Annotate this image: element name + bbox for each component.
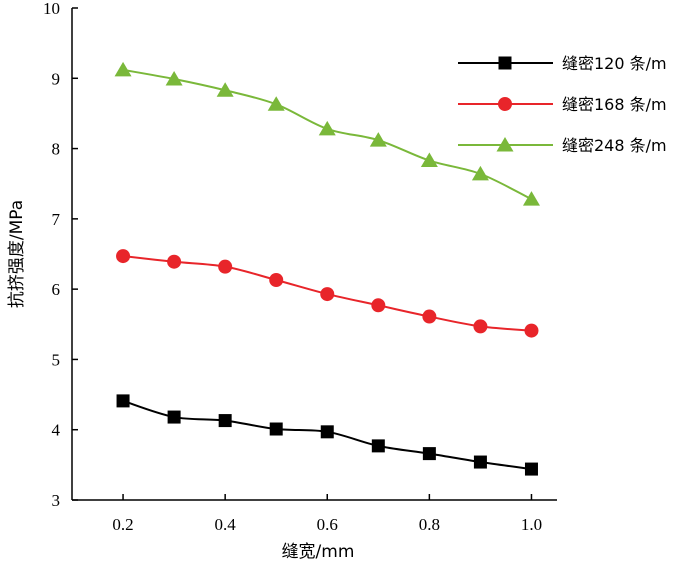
data-point-series-1 bbox=[218, 414, 232, 428]
legend-label-3: 缝密248 条/m bbox=[562, 136, 667, 155]
data-point-series-2 bbox=[422, 309, 437, 324]
y-tick-label: 9 bbox=[52, 69, 61, 88]
data-point-series-2 bbox=[218, 259, 233, 274]
data-point-series-3 bbox=[369, 132, 387, 147]
legend: 缝密120 条/m 缝密168 条/m 缝密248 条/m bbox=[458, 54, 667, 155]
legend-label-1: 缝密120 条/m bbox=[562, 54, 667, 73]
data-point-series-3 bbox=[216, 82, 234, 97]
y-tick-label: 7 bbox=[52, 210, 61, 229]
axes bbox=[71, 8, 557, 501]
data-point-series-3 bbox=[114, 61, 132, 77]
data-point-series-2 bbox=[371, 298, 386, 313]
data-point-series-1 bbox=[524, 462, 538, 476]
data-point-series-2 bbox=[116, 249, 131, 264]
data-point-series-1 bbox=[116, 394, 130, 408]
y-tick-label: 4 bbox=[52, 421, 61, 440]
y-tick-label: 6 bbox=[52, 280, 61, 299]
legend-marker-3 bbox=[496, 137, 514, 152]
y-tick-label: 8 bbox=[52, 140, 61, 159]
x-tick-label: 1.0 bbox=[521, 515, 542, 534]
data-point-series-2 bbox=[524, 323, 539, 338]
data-point-series-1 bbox=[320, 425, 334, 439]
legend-label-2: 缝密168 条/m bbox=[562, 95, 667, 114]
data-point-series-3 bbox=[318, 120, 336, 136]
data-point-series-2 bbox=[473, 319, 488, 334]
ticks: 3 4 5 6 7 8 9 10 0.2 0.4 0.6 0.8 1.0 bbox=[43, 0, 542, 534]
legend-marker-2 bbox=[498, 97, 512, 111]
data-point-series-3 bbox=[420, 152, 438, 168]
data-point-series-3 bbox=[267, 96, 285, 111]
x-tick-label: 0.2 bbox=[112, 515, 133, 534]
data-point-series-1 bbox=[167, 410, 181, 424]
data-point-series-1 bbox=[371, 439, 385, 453]
data-point-series-1 bbox=[269, 422, 283, 436]
data-point-series-1 bbox=[422, 447, 436, 461]
x-tick-label: 0.4 bbox=[215, 515, 237, 534]
x-axis-title: 缝宽/mm bbox=[282, 542, 355, 562]
data-point-series-3 bbox=[165, 70, 183, 86]
y-tick-label: 5 bbox=[52, 350, 61, 369]
y-tick-label: 10 bbox=[43, 0, 60, 18]
data-point-series-3 bbox=[471, 165, 489, 181]
data-point-series-2 bbox=[269, 273, 284, 288]
legend-marker-1 bbox=[498, 56, 512, 70]
x-tick-label: 0.6 bbox=[317, 515, 338, 534]
x-tick-label: 0.8 bbox=[419, 515, 440, 534]
data-point-series-2 bbox=[167, 254, 182, 269]
y-axis-title: 抗挤强度/MPa bbox=[7, 200, 27, 308]
series bbox=[114, 61, 540, 476]
y-tick-label: 3 bbox=[52, 491, 61, 510]
data-point-series-1 bbox=[473, 455, 487, 469]
data-point-series-2 bbox=[320, 287, 335, 302]
data-point-series-3 bbox=[522, 191, 540, 206]
